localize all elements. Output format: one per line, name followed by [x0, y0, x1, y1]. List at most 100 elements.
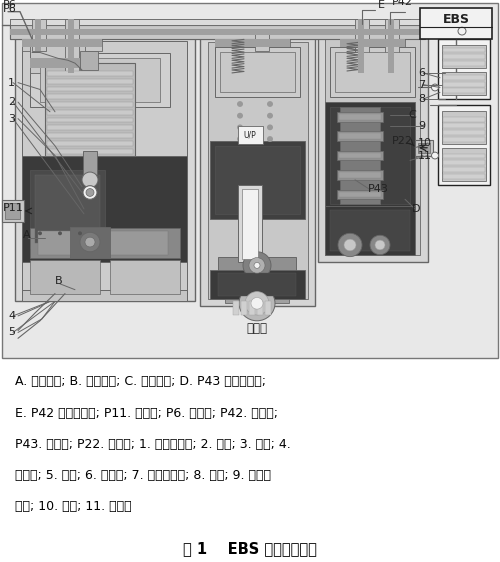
Circle shape — [83, 185, 97, 200]
Bar — [438, 105, 490, 185]
Bar — [339, 114, 381, 120]
Text: P11: P11 — [3, 203, 24, 213]
Bar — [325, 36, 420, 255]
Text: A: A — [23, 230, 30, 240]
Bar — [215, 47, 300, 97]
Bar — [22, 39, 102, 47]
Bar — [32, 20, 46, 51]
Text: 11: 11 — [418, 151, 432, 161]
Bar — [339, 133, 381, 139]
Bar — [340, 107, 380, 204]
Text: 图 1    EBS 挂车阀结构图: 图 1 EBS 挂车阀结构图 — [183, 541, 317, 556]
Circle shape — [78, 212, 82, 216]
Bar — [218, 273, 296, 297]
Circle shape — [78, 232, 82, 235]
Circle shape — [267, 113, 273, 119]
Bar — [438, 39, 490, 99]
Bar — [47, 94, 133, 99]
Bar — [330, 107, 410, 204]
Text: E: E — [378, 0, 385, 10]
Bar — [358, 20, 364, 73]
Text: U/P: U/P — [244, 130, 256, 139]
Bar — [337, 170, 383, 180]
Bar — [30, 260, 100, 293]
Bar — [337, 132, 383, 141]
Circle shape — [245, 292, 269, 315]
Bar — [335, 52, 410, 92]
Bar — [238, 126, 263, 144]
Bar — [65, 20, 79, 73]
Bar — [225, 289, 289, 303]
Circle shape — [237, 113, 243, 119]
Bar — [47, 125, 133, 130]
Text: 6: 6 — [418, 68, 425, 78]
Text: P22: P22 — [392, 136, 413, 146]
Text: P43: P43 — [368, 184, 389, 194]
Bar — [443, 153, 485, 158]
Circle shape — [237, 101, 243, 107]
Bar — [35, 20, 41, 51]
Bar — [47, 79, 133, 84]
Bar — [420, 8, 492, 39]
Bar — [265, 301, 271, 315]
Circle shape — [432, 152, 438, 159]
Circle shape — [58, 212, 62, 216]
Bar — [10, 29, 425, 35]
Bar — [415, 140, 433, 156]
Bar — [443, 48, 485, 52]
Circle shape — [370, 235, 390, 255]
Bar — [442, 45, 486, 68]
Bar — [30, 58, 85, 68]
Bar — [10, 20, 425, 25]
Text: 1: 1 — [8, 78, 15, 88]
Bar — [242, 189, 258, 259]
Bar — [30, 53, 170, 107]
Bar — [330, 47, 415, 97]
Bar — [443, 55, 485, 60]
Text: EBS: EBS — [442, 13, 469, 26]
Bar — [22, 156, 187, 262]
Bar — [340, 31, 405, 51]
Circle shape — [38, 212, 42, 216]
Circle shape — [237, 148, 243, 153]
Bar — [340, 39, 405, 47]
Text: 7: 7 — [418, 80, 425, 89]
Circle shape — [78, 192, 82, 196]
Circle shape — [249, 257, 265, 273]
Circle shape — [237, 124, 243, 130]
Circle shape — [267, 136, 273, 142]
Bar — [45, 63, 135, 156]
Circle shape — [58, 232, 62, 235]
Bar — [10, 20, 410, 25]
Circle shape — [80, 232, 100, 252]
Bar — [325, 102, 415, 209]
Circle shape — [85, 237, 95, 247]
Circle shape — [58, 192, 62, 196]
Circle shape — [338, 233, 362, 257]
Bar — [215, 39, 290, 47]
Bar — [337, 189, 383, 200]
Bar — [10, 25, 410, 39]
Text: D: D — [412, 204, 420, 214]
Circle shape — [38, 192, 42, 196]
Circle shape — [267, 124, 273, 130]
Circle shape — [38, 232, 42, 235]
Bar — [5, 203, 20, 219]
Bar — [443, 137, 485, 142]
Bar — [68, 20, 74, 73]
Text: 比例阀; 5. 弹簧; 6. 继动阀; 7. 继动阀活塞; 8. 弹簧; 9. 继动阀: 比例阀; 5. 弹簧; 6. 继动阀; 7. 继动阀活塞; 8. 弹簧; 9. … — [15, 469, 271, 482]
Bar — [330, 210, 410, 251]
Bar — [443, 160, 485, 165]
Text: 4: 4 — [8, 311, 15, 321]
Bar — [337, 151, 383, 160]
Bar — [2, 200, 24, 221]
Circle shape — [432, 84, 438, 91]
Bar — [337, 112, 383, 121]
Bar — [215, 31, 290, 51]
Text: 3: 3 — [8, 114, 15, 124]
Bar — [215, 146, 300, 214]
Circle shape — [251, 297, 263, 309]
Bar — [443, 130, 485, 135]
Bar — [318, 29, 428, 262]
Bar — [442, 72, 486, 96]
